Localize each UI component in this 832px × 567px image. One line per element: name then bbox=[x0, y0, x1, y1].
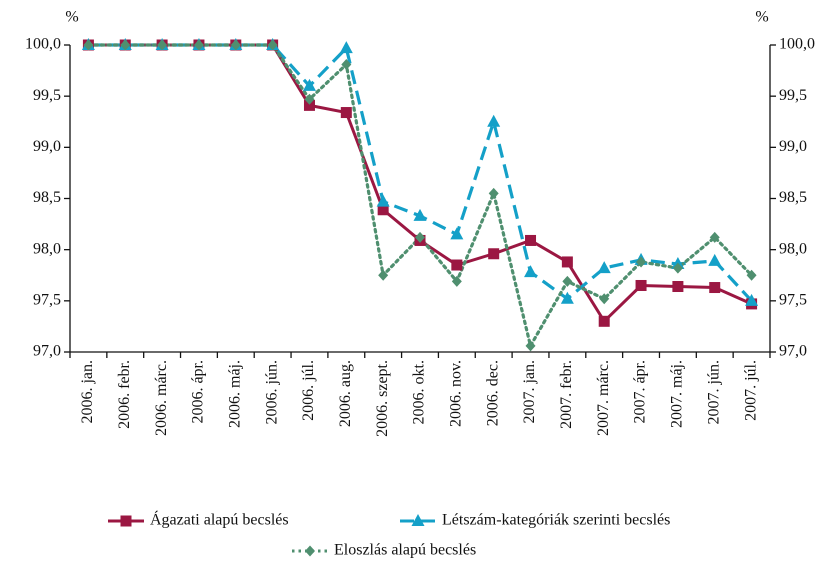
legend-label: Ágazati alapú becslés bbox=[150, 510, 289, 529]
marker bbox=[376, 194, 390, 207]
y2-tick-label: 97,0 bbox=[779, 343, 807, 360]
x-tick-label: 2007. ápr. bbox=[632, 360, 649, 424]
marker bbox=[267, 39, 278, 51]
x-tick-label: 2007. máj. bbox=[669, 360, 686, 428]
marker bbox=[746, 269, 757, 281]
marker bbox=[83, 39, 94, 51]
marker bbox=[560, 291, 574, 304]
y-unit: % bbox=[65, 9, 78, 26]
marker bbox=[339, 41, 353, 54]
legend-label: Eloszlás alapú becslés bbox=[334, 542, 476, 559]
y2-tick-label: 99,5 bbox=[779, 87, 807, 104]
legend-item: Eloszlás alapú becslés bbox=[292, 542, 476, 559]
marker bbox=[708, 253, 722, 266]
marker bbox=[340, 107, 352, 119]
marker bbox=[378, 269, 389, 281]
x-tick-label: 2007. jan. bbox=[521, 360, 538, 424]
x-tick-label: 2006. okt. bbox=[411, 360, 428, 424]
y2-tick-label: 100,0 bbox=[779, 36, 815, 53]
x-tick-label: 2006. jún. bbox=[263, 360, 280, 424]
marker bbox=[709, 282, 721, 294]
marker bbox=[450, 227, 464, 240]
x-tick-label: 2006. nov. bbox=[448, 360, 465, 427]
y2-tick-label: 98,5 bbox=[779, 189, 807, 206]
y2-unit: % bbox=[755, 9, 768, 26]
marker bbox=[525, 234, 537, 246]
marker bbox=[672, 281, 684, 293]
marker bbox=[597, 261, 611, 274]
marker bbox=[525, 340, 536, 352]
y-tick-label: 100,0 bbox=[25, 36, 61, 53]
y-tick-label: 99,5 bbox=[33, 87, 61, 104]
marker bbox=[488, 187, 499, 199]
x-tick-label: 2006. febr. bbox=[116, 360, 133, 429]
marker bbox=[411, 514, 425, 526]
marker bbox=[120, 39, 131, 51]
x-tick-label: 2006. ápr. bbox=[190, 360, 207, 424]
x-tick-label: 2006. jan. bbox=[79, 360, 96, 424]
x-tick-label: 2007. márc. bbox=[595, 360, 612, 436]
x-tick-label: 2006. szept. bbox=[374, 360, 391, 437]
marker bbox=[415, 231, 425, 243]
marker bbox=[672, 262, 683, 274]
marker bbox=[230, 39, 241, 51]
x-tick-label: 2007. jún. bbox=[705, 360, 722, 424]
marker bbox=[562, 275, 573, 287]
marker bbox=[413, 208, 427, 221]
legend-label: Létszám-kategóriák szerinti becslés bbox=[442, 512, 670, 529]
y2-tick-label: 99,0 bbox=[779, 138, 807, 155]
marker bbox=[487, 114, 501, 127]
x-tick-label: 2007. febr. bbox=[558, 360, 575, 429]
marker bbox=[561, 256, 573, 268]
marker bbox=[524, 265, 538, 278]
y-tick-label: 97,5 bbox=[33, 292, 61, 309]
marker bbox=[709, 231, 720, 243]
marker bbox=[451, 259, 463, 271]
series-line bbox=[88, 43, 753, 324]
x-tick-label: 2006. júl. bbox=[300, 360, 317, 421]
marker bbox=[302, 78, 316, 91]
y-tick-label: 97,0 bbox=[33, 343, 61, 360]
marker bbox=[598, 315, 610, 327]
marker bbox=[303, 99, 315, 111]
marker bbox=[488, 248, 500, 260]
marker bbox=[305, 545, 315, 557]
y-tick-label: 98,5 bbox=[33, 189, 61, 206]
marker bbox=[120, 515, 132, 527]
marker bbox=[341, 58, 352, 70]
marker bbox=[193, 39, 204, 51]
y2-tick-label: 97,5 bbox=[779, 292, 807, 309]
y-tick-label: 99,0 bbox=[33, 138, 61, 155]
marker bbox=[635, 279, 647, 291]
series-line bbox=[86, 43, 754, 351]
marker bbox=[157, 39, 168, 51]
marker bbox=[451, 275, 462, 287]
y2-tick-label: 98,0 bbox=[779, 240, 807, 257]
marker bbox=[745, 293, 759, 306]
marker bbox=[377, 204, 389, 216]
legend-item: Ágazati alapú becslés bbox=[108, 510, 289, 529]
y-tick-label: 98,0 bbox=[33, 240, 61, 257]
marker bbox=[636, 256, 647, 268]
x-tick-label: 2006. aug. bbox=[337, 360, 354, 427]
legend-item: Létszám-kategóriák szerinti becslés bbox=[400, 512, 670, 529]
marker bbox=[599, 293, 610, 305]
x-tick-label: 2006. máj. bbox=[226, 360, 243, 428]
x-tick-label: 2007. júl. bbox=[742, 360, 759, 421]
marker bbox=[304, 93, 315, 105]
x-tick-label: 2006. dec. bbox=[484, 360, 501, 426]
x-tick-label: 2006. márc. bbox=[153, 360, 170, 436]
